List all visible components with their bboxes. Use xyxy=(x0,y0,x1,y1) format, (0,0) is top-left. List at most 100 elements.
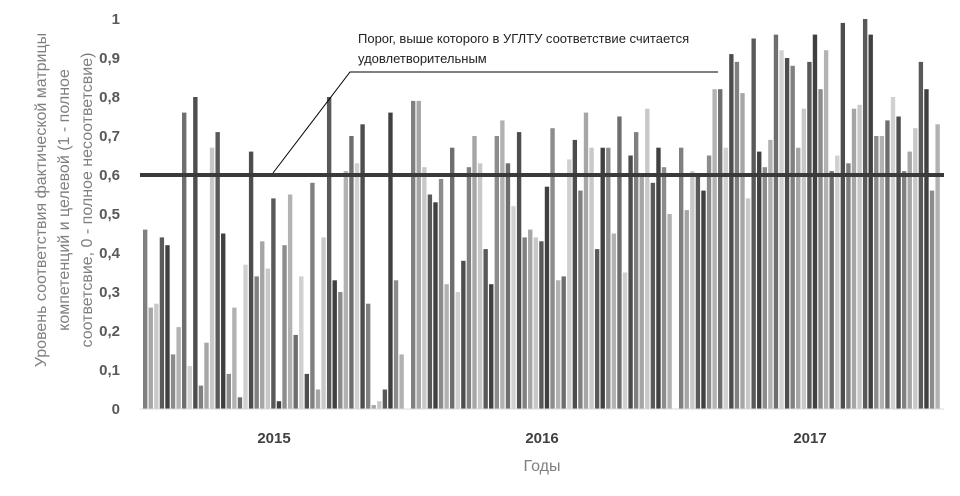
bar-2015-17 xyxy=(232,307,237,409)
bar-2016-13 xyxy=(477,163,483,409)
bar-2017-1 xyxy=(679,147,684,409)
bar-2016-21 xyxy=(522,237,527,409)
bar-2017-19 xyxy=(779,50,784,409)
bar-2017-39 xyxy=(890,97,896,409)
y-tick-label: 0,4 xyxy=(99,245,121,262)
bar-2015-27 xyxy=(287,194,293,409)
bar-2016-7 xyxy=(444,284,449,409)
bar-2015-18 xyxy=(237,397,243,409)
bar-2016-20 xyxy=(516,132,522,409)
bar-2017-13 xyxy=(745,198,751,409)
bar-2015-23 xyxy=(265,268,271,409)
y-tick-label: 1 xyxy=(112,11,120,28)
bar-2017-10 xyxy=(729,54,734,409)
bar-2017-34 xyxy=(862,19,868,409)
bar-2015-36 xyxy=(338,292,343,409)
bar-2016-10 xyxy=(461,260,466,409)
bar-2015-31 xyxy=(310,182,315,409)
bar-2016-33 xyxy=(589,147,594,409)
bar-2015-1 xyxy=(143,229,148,409)
bar-2016-25 xyxy=(544,186,550,409)
bar-2017-27 xyxy=(823,50,829,409)
bar-2016-36 xyxy=(606,147,611,409)
annotation-callout-line xyxy=(272,71,718,174)
bar-2017-24 xyxy=(807,61,812,410)
bar-2015-16 xyxy=(226,373,231,409)
bar-2016-45 xyxy=(656,147,661,409)
bar-2015-30 xyxy=(304,373,310,409)
bar-2016-38 xyxy=(617,116,622,409)
y-tick-label: 0 xyxy=(112,401,120,418)
bars xyxy=(143,19,940,410)
threshold-annotation-line-1: Порог, выше которого в УГЛТУ соответстви… xyxy=(358,31,689,46)
bar-2016-9 xyxy=(455,292,460,409)
bar-2016-6 xyxy=(438,178,444,409)
y-tick-label: 0,5 xyxy=(99,206,120,223)
bar-2017-31 xyxy=(846,163,851,409)
bar-2016-12 xyxy=(472,136,477,409)
bar-2017-42 xyxy=(907,151,912,409)
bar-2016-4 xyxy=(427,194,433,409)
bar-2016-43 xyxy=(645,108,650,409)
bar-2016-30 xyxy=(572,139,578,409)
bar-2016-19 xyxy=(511,206,516,409)
bar-2015-10 xyxy=(193,97,198,409)
bar-2015-5 xyxy=(165,245,170,409)
bar-2016-15 xyxy=(489,284,494,409)
bar-2017-45 xyxy=(924,89,929,409)
bar-2015-42 xyxy=(371,405,376,409)
y-tick-label: 0,3 xyxy=(99,284,120,301)
bar-2017-32 xyxy=(851,108,857,409)
bar-2016-11 xyxy=(466,167,472,409)
bar-2017-9 xyxy=(723,147,728,409)
bar-2015-46 xyxy=(393,280,399,409)
bar-2016-23 xyxy=(533,237,539,409)
bar-2015-3 xyxy=(154,303,159,409)
bar-2016-3 xyxy=(422,167,427,409)
y-tick-label: 0,9 xyxy=(99,50,120,67)
bar-2017-12 xyxy=(740,93,745,409)
bar-2015-21 xyxy=(254,276,259,409)
bar-2015-11 xyxy=(198,385,204,409)
bar-2016-46 xyxy=(661,167,667,409)
bar-2015-45 xyxy=(388,112,393,409)
bar-2017-33 xyxy=(857,104,862,410)
bar-2015-8 xyxy=(182,112,187,409)
bar-2017-29 xyxy=(835,155,840,409)
x-category-label-2016: 2016 xyxy=(525,430,558,447)
bar-2015-37 xyxy=(343,171,349,409)
bar-2015-35 xyxy=(332,280,337,409)
bar-2015-2 xyxy=(148,307,153,409)
bar-2015-39 xyxy=(354,163,360,409)
bar-2015-40 xyxy=(360,124,365,410)
x-axis-categories: 2015 2016 2017 xyxy=(257,430,826,447)
bar-2017-2 xyxy=(684,210,689,409)
x-category-label-2015: 2015 xyxy=(257,430,290,447)
bar-2017-15 xyxy=(757,151,762,409)
bar-2016-14 xyxy=(483,249,488,409)
bar-2017-14 xyxy=(751,38,756,409)
threshold-annotation-line-2: удовлетворительным xyxy=(358,51,487,66)
bar-2015-6 xyxy=(170,354,176,409)
bar-2017-22 xyxy=(796,147,801,409)
bar-2015-33 xyxy=(321,237,326,409)
bar-2015-4 xyxy=(159,237,165,409)
bar-2017-25 xyxy=(812,34,818,409)
bar-2015-26 xyxy=(282,245,287,409)
bar-2016-47 xyxy=(667,214,672,409)
bar-2016-28 xyxy=(561,276,566,409)
bar-2015-43 xyxy=(377,401,382,409)
bar-2017-28 xyxy=(829,171,834,409)
bar-2017-11 xyxy=(734,61,740,410)
bar-2017-3 xyxy=(690,171,695,409)
bar-2016-27 xyxy=(555,280,561,409)
bar-2015-14 xyxy=(215,132,220,409)
bar-2017-38 xyxy=(885,120,890,410)
bar-2015-47 xyxy=(399,354,404,409)
y-tick-label: 0,8 xyxy=(99,89,120,106)
bar-2015-24 xyxy=(271,198,276,409)
bar-2015-20 xyxy=(248,151,254,409)
bar-2017-26 xyxy=(818,89,823,409)
bar-2017-8 xyxy=(718,89,723,409)
